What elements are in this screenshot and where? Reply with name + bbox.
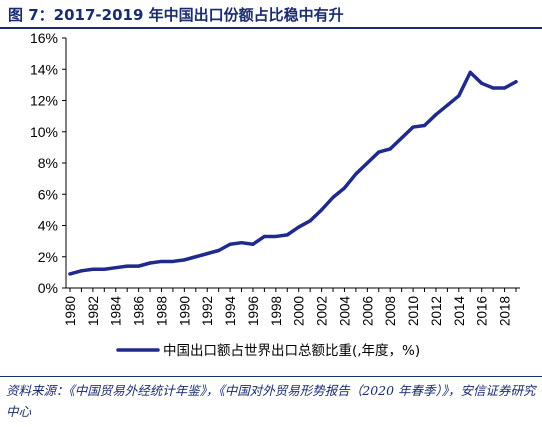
data-point xyxy=(480,81,484,85)
data-point xyxy=(331,195,335,199)
y-tick-label: 6% xyxy=(38,186,58,202)
x-tick-label: 1980 xyxy=(63,296,78,326)
data-point xyxy=(91,267,95,271)
data-point xyxy=(217,248,221,253)
data-point xyxy=(274,234,278,239)
data-point xyxy=(125,264,129,268)
data-point xyxy=(205,252,209,256)
data-point xyxy=(308,219,312,223)
data-point xyxy=(194,255,198,259)
x-tick-label: 1996 xyxy=(246,296,261,326)
x-tick-label: 1988 xyxy=(154,296,169,326)
line-chart: 0% 2% 4% 6% 8% 10% 12% 14% 16% 1980 1982 1984 1986 19… xyxy=(30,30,520,359)
data-point xyxy=(468,70,472,74)
data-point xyxy=(388,147,392,151)
data-point xyxy=(342,186,347,190)
data-point xyxy=(79,269,84,273)
x-tick-label: 2006 xyxy=(360,296,375,326)
data-point xyxy=(491,86,495,90)
series-layer xyxy=(68,70,518,276)
x-tick-label: 1990 xyxy=(177,296,192,326)
data-point xyxy=(68,272,72,276)
x-tick-label: 1994 xyxy=(223,296,238,327)
legend: 中国出口额占世界出口总额比重(,年度，%) xyxy=(116,343,420,359)
data-point xyxy=(182,258,186,262)
data-point xyxy=(137,264,141,268)
data-point xyxy=(365,161,369,165)
y-tick-label: 8% xyxy=(38,155,58,171)
data-point xyxy=(411,125,415,129)
series-line xyxy=(68,70,518,276)
data-point xyxy=(434,112,438,117)
data-point xyxy=(114,266,118,270)
x-tick-label: 2010 xyxy=(406,296,421,326)
data-point xyxy=(262,234,267,239)
y-tick-label: 4% xyxy=(38,218,58,234)
x-tick-label: 1998 xyxy=(269,296,284,326)
data-point xyxy=(251,242,255,246)
figure-title: 图 7：2017-2019 年中国出口份额占比稳中有升 xyxy=(8,6,344,24)
x-tick-label: 2014 xyxy=(452,296,467,327)
data-point xyxy=(228,242,232,246)
data-point xyxy=(377,150,381,154)
data-point xyxy=(354,172,358,176)
data-point xyxy=(457,94,461,98)
data-point xyxy=(319,208,324,212)
data-point xyxy=(148,261,152,265)
axes xyxy=(62,37,520,292)
tick-labels: 0% 2% 4% 6% 8% 10% 12% 14% 16% 1980 1982 1984 1986 19… xyxy=(30,30,513,326)
data-point xyxy=(239,241,244,245)
y-tick-label: 12% xyxy=(30,93,58,109)
x-tick-label: 2000 xyxy=(292,296,307,326)
y-tick-label: 10% xyxy=(30,124,58,140)
source-note: 资料来源：《中国贸易外经统计年鉴》，《中国对外贸易形势报告（2020 年春季）》… xyxy=(6,383,536,419)
data-point xyxy=(514,80,518,84)
x-tick-label: 1982 xyxy=(86,296,101,326)
x-tick-label: 2002 xyxy=(315,296,330,326)
data-point xyxy=(400,136,404,140)
y-tick-label: 0% xyxy=(38,280,58,296)
data-point xyxy=(502,86,507,90)
data-point xyxy=(159,259,164,264)
x-tick-label: 2016 xyxy=(475,296,490,326)
x-tick-label: 1992 xyxy=(200,296,215,326)
x-tick-label: 1984 xyxy=(109,296,124,327)
title-divider xyxy=(0,27,542,29)
data-point xyxy=(445,103,449,107)
title-band xyxy=(0,0,542,29)
x-tick-label: 2018 xyxy=(498,296,513,326)
y-tick-label: 2% xyxy=(38,249,58,265)
data-point xyxy=(422,123,427,128)
data-point xyxy=(297,225,301,229)
x-tick-label: 2004 xyxy=(337,296,352,327)
x-tick-label: 2012 xyxy=(429,296,444,326)
y-tick-label: 14% xyxy=(30,61,58,77)
data-point xyxy=(102,267,106,271)
y-tick-label: 16% xyxy=(30,30,58,46)
x-tick-label: 1986 xyxy=(132,296,147,326)
x-tick-label: 2008 xyxy=(383,296,398,326)
legend-label: 中国出口额占世界出口总额比重(,年度，%) xyxy=(163,343,420,359)
footer-divider xyxy=(0,376,542,377)
data-point xyxy=(171,259,175,264)
data-point xyxy=(285,233,289,237)
